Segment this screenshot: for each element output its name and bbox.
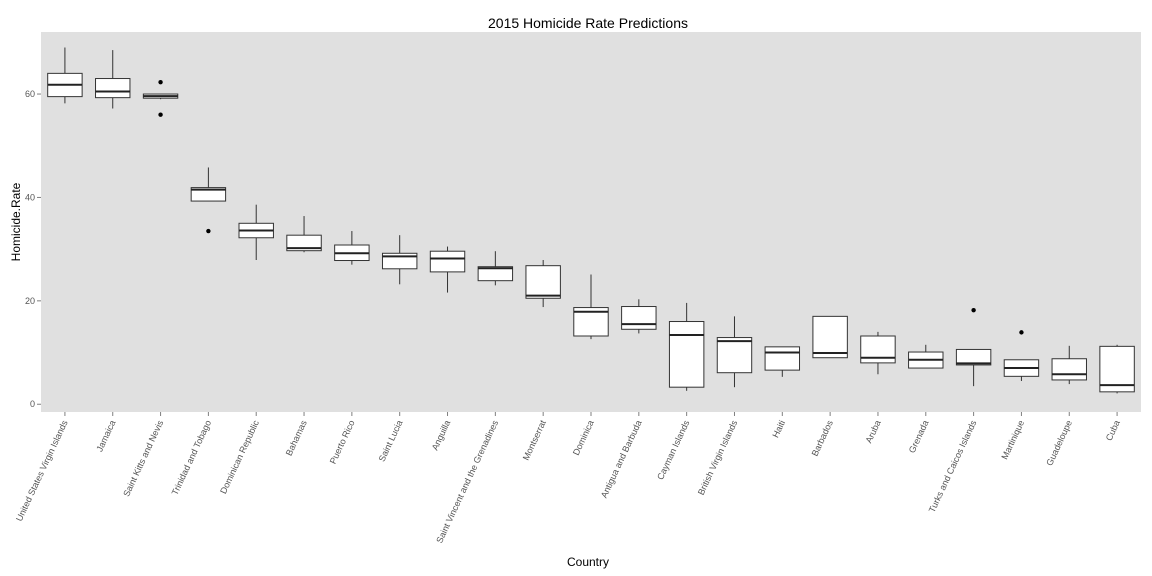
box-iqr [1051, 358, 1087, 381]
x-tick-label: United States Virgin Islands [14, 418, 70, 523]
box-iqr [477, 266, 514, 282]
x-tick-label: Jamaica [94, 419, 117, 454]
x-tick-label: Dominica [571, 419, 596, 457]
box-iqr [525, 265, 561, 299]
x-tick-label: Barbados [810, 418, 836, 458]
y-tick-label: 0 [30, 399, 35, 409]
box-iqr [812, 315, 848, 359]
y-axis: 0 20 40 60 [25, 89, 41, 409]
x-tick-label: Grenada [907, 419, 931, 455]
x-tick-label: Martinique [999, 419, 1026, 461]
x-tick-label: Bahamas [284, 418, 309, 457]
box-20 [1003, 330, 1040, 381]
box-11 [573, 274, 609, 340]
box-19 [955, 307, 992, 387]
box-17 [860, 331, 896, 375]
box-7 [381, 235, 418, 285]
box-iqr [668, 321, 705, 388]
x-axis: United States Virgin Islands Jamaica Saint… [14, 412, 1122, 545]
chart-title: 2015 Homicide Rate Predictions [488, 15, 688, 31]
x-tick-label: Saint Lucia [377, 419, 405, 464]
box-iqr [764, 346, 801, 371]
box-13 [668, 302, 705, 391]
x-tick-label: Dominican Republic [218, 418, 261, 495]
box-10 [525, 260, 561, 308]
box-iqr [621, 306, 657, 330]
box-12 [621, 299, 657, 334]
x-axis-title: Country [567, 555, 609, 569]
x-tick-label: Haiti [770, 419, 787, 440]
box-21 [1051, 345, 1087, 385]
outlier-point [158, 79, 163, 85]
boxes [47, 47, 1135, 394]
x-tick-label: Cuba [1104, 419, 1122, 443]
box-8 [429, 246, 466, 293]
x-tick-label: Puerto Rico [328, 419, 357, 466]
box-18 [908, 344, 944, 369]
box-0 [47, 47, 83, 104]
y-tick-label: 60 [25, 89, 35, 99]
box-6 [334, 231, 370, 265]
x-tick-label: Aruba [864, 419, 883, 445]
x-tick-label: Cayman Islands [655, 418, 692, 481]
y-axis-title: Homicide.Rate [9, 182, 23, 261]
outlier-point [158, 112, 163, 117]
box-iqr [286, 234, 322, 252]
plot-background [41, 32, 1141, 412]
box-iqr [860, 335, 896, 364]
x-tick-label: Guadeloupe [1044, 419, 1074, 468]
x-tick-label: Montserrat [521, 418, 548, 462]
box-16 [812, 315, 848, 359]
box-5 [286, 216, 322, 253]
x-tick-label: Trinidad and Tobago [170, 419, 214, 497]
box-14 [716, 316, 753, 388]
box-4 [238, 204, 274, 260]
box-15 [764, 346, 801, 377]
box-3 [190, 167, 227, 234]
x-tick-label: British Virgin Islands [696, 418, 740, 496]
x-tick-label: Turks and Caicos Islands [927, 418, 979, 514]
outlier-point [206, 228, 211, 234]
box-2 [142, 79, 179, 117]
outlier-point [971, 307, 976, 313]
y-tick-label: 40 [25, 192, 35, 202]
box-iqr [955, 348, 992, 366]
box-1 [95, 50, 131, 109]
x-tick-label: Saint Kitts and Nevis [121, 418, 165, 498]
box-iqr [716, 337, 753, 374]
x-tick-label: Antigua and Barbuda [599, 419, 644, 500]
box-9 [477, 251, 514, 286]
y-tick-label: 20 [25, 296, 35, 306]
x-tick-label: Anguilla [430, 419, 453, 452]
outlier-point [1019, 330, 1024, 335]
box-iqr [190, 187, 227, 202]
box-iqr [95, 78, 131, 99]
box-iqr [429, 250, 466, 273]
box-22 [1099, 344, 1135, 394]
